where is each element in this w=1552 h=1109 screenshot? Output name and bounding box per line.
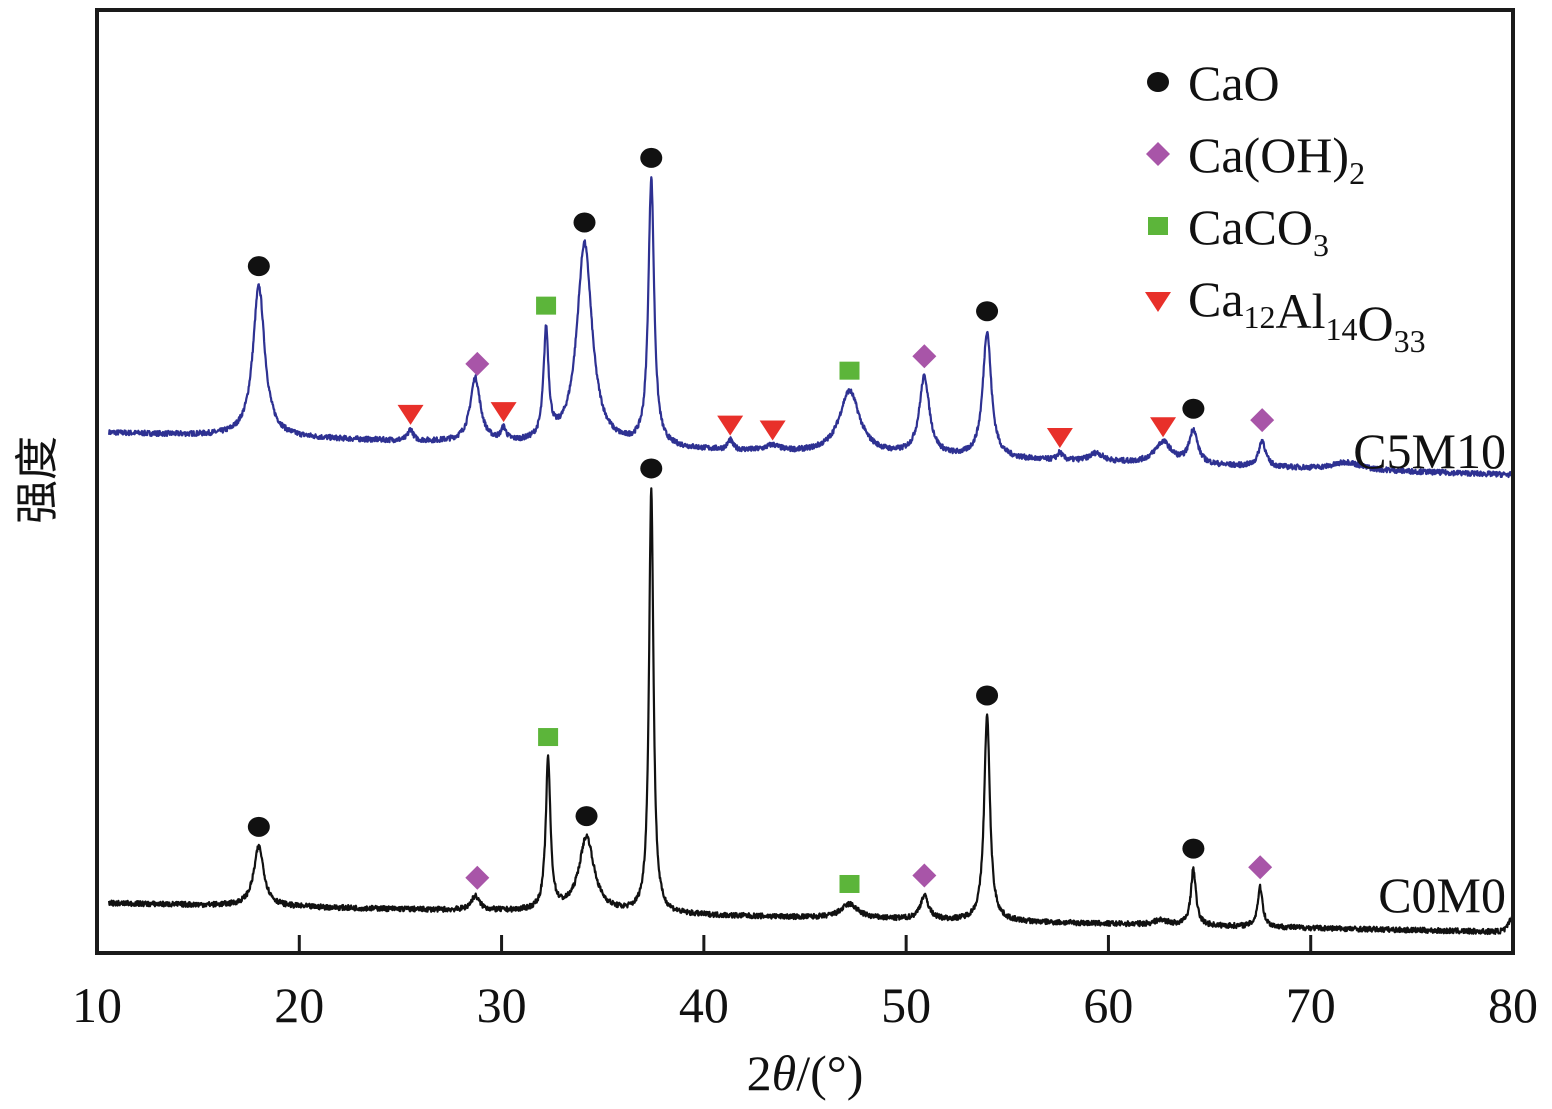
- legend-label-text: CaCO: [1188, 199, 1313, 255]
- x-axis-title-unit: /(°): [796, 1045, 863, 1101]
- sample-label-c5m10: C5M10: [1353, 423, 1506, 479]
- x-tick-label: 80: [1488, 977, 1538, 1033]
- legend-label: CaCO3: [1188, 199, 1329, 263]
- marker-ca12al14o33: [1046, 427, 1073, 448]
- marker-caoh2: [465, 351, 490, 376]
- x-axis-title: 2θ/(°): [747, 1045, 864, 1101]
- x-axis-title-prefix: 2: [747, 1045, 772, 1101]
- marker-caoh2: [912, 344, 937, 369]
- legend-label-text: Ca: [1188, 271, 1244, 327]
- x-axis-title-theta: θ: [772, 1045, 797, 1101]
- legend-label-subscript: 2: [1349, 155, 1365, 191]
- x-tick-label: 30: [477, 977, 527, 1033]
- marker-cao: [1182, 838, 1205, 859]
- traces: [108, 176, 1513, 936]
- marker-cao: [640, 458, 663, 479]
- marker-ca12al14o33: [717, 415, 744, 436]
- sample-label-c0m0: C0M0: [1378, 867, 1506, 923]
- marker-cao: [247, 816, 270, 837]
- marker-caco3: [839, 874, 860, 893]
- marker-caoh2: [1248, 855, 1273, 880]
- y-axis-title: 强度: [12, 436, 63, 524]
- marker-cao: [1182, 398, 1205, 419]
- legend-label-text: CaO: [1188, 55, 1280, 111]
- marker-cao: [976, 301, 999, 322]
- phase-markers: [247, 147, 1275, 893]
- legend-label-subscript: 12: [1244, 299, 1276, 335]
- legend-label: Ca12Al14O33: [1188, 271, 1426, 359]
- x-tick-label: 60: [1083, 977, 1133, 1033]
- marker-caco3: [536, 296, 557, 315]
- legend-label-text: Al: [1276, 283, 1326, 339]
- legend-marker-cao: [1147, 72, 1169, 92]
- legend-marker-caoh2: [1146, 142, 1170, 166]
- marker-ca12al14o33: [759, 420, 786, 441]
- legend-label-text: O: [1358, 295, 1394, 351]
- legend-label: CaO: [1188, 55, 1280, 111]
- marker-ca12al14o33: [1150, 417, 1177, 438]
- legend-marker-caco3: [1148, 217, 1168, 235]
- marker-cao: [247, 256, 270, 277]
- x-tick-label: 40: [679, 977, 729, 1033]
- marker-caoh2: [1250, 408, 1275, 433]
- sample-labels: C5M10 C0M0: [1353, 423, 1506, 923]
- marker-ca12al14o33: [397, 404, 424, 425]
- legend-label: Ca(OH)2: [1188, 127, 1365, 191]
- plot-frame: [95, 8, 1515, 955]
- legend-label-text: Ca(OH): [1188, 127, 1349, 183]
- x-axis-tick-labels: 10 20 30 40 50 60 70 80: [72, 977, 1538, 1033]
- x-tick-label: 10: [72, 977, 122, 1033]
- trace-c0m0: [108, 487, 1513, 936]
- trace-c5m10: [108, 176, 1513, 479]
- legend-label-subscript: 14: [1326, 311, 1358, 347]
- x-axis-ticks: [297, 935, 1313, 953]
- legend-label-subscript: 3: [1313, 227, 1329, 263]
- x-tick-label: 70: [1286, 977, 1336, 1033]
- marker-cao: [575, 806, 598, 827]
- x-tick-label: 20: [274, 977, 324, 1033]
- marker-cao: [640, 147, 663, 168]
- legend-marker-ca12al14o33: [1145, 292, 1171, 312]
- marker-caco3: [839, 361, 860, 380]
- marker-ca12al14o33: [490, 402, 517, 423]
- marker-caoh2: [912, 863, 937, 888]
- marker-cao: [573, 212, 596, 233]
- marker-cao: [976, 685, 999, 706]
- x-tick-label: 50: [881, 977, 931, 1033]
- marker-caco3: [538, 728, 559, 747]
- legend-label-subscript: 33: [1394, 323, 1426, 359]
- marker-caoh2: [465, 865, 490, 890]
